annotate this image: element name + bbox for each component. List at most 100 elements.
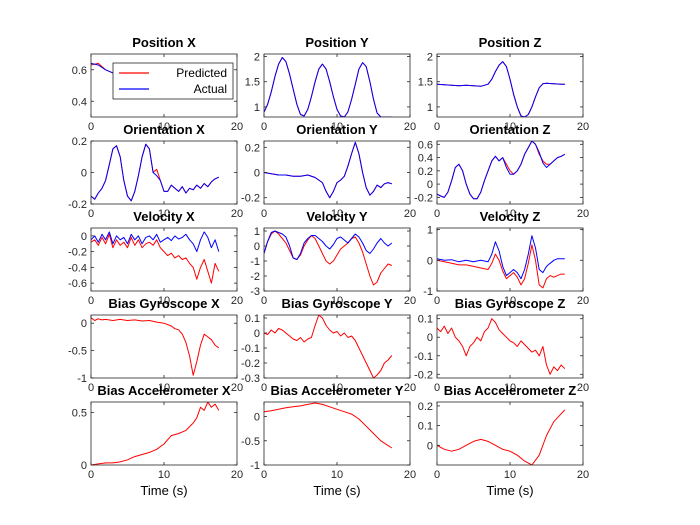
series-line-actual <box>437 141 566 200</box>
y-tick-label: -0.6 <box>68 278 87 290</box>
x-tick-label: 10 <box>331 295 343 307</box>
y-tick-label: 0.4 <box>418 153 433 165</box>
y-tick-label: -0.2 <box>241 193 260 205</box>
x-axis-label: Time (s) <box>486 483 533 498</box>
x-tick-label: 0 <box>88 382 94 394</box>
y-tick-label: -0.3 <box>241 373 260 385</box>
subplot-title: Position Z <box>479 35 542 50</box>
y-tick-label: 0.1 <box>245 313 260 325</box>
series-line-predicted <box>91 402 220 465</box>
series-line-predicted <box>264 230 392 286</box>
x-tick-label: 0 <box>88 469 94 481</box>
plot-area <box>91 402 237 465</box>
subplot-10: Bias Gyroscope X 0 10 20 -1 -0.5 0 <box>68 296 243 394</box>
subplot-grid: Position X0 10 200.40.6 PredictedActualPosi… <box>68 35 589 498</box>
y-tick-label: -1 <box>250 460 260 472</box>
series-line-actual <box>437 61 565 117</box>
y-tick-label: 0 <box>427 255 433 267</box>
y-tick-label: 0.1 <box>418 314 433 326</box>
x-tick-label: 10 <box>158 295 170 307</box>
y-tick-label: -0.2 <box>68 247 87 259</box>
x-tick-label: 20 <box>577 295 589 307</box>
y-tick-label: 0.6 <box>418 139 433 151</box>
plot-area <box>437 141 583 204</box>
subplot-2: Position Y 0 10 20 1 1.5 2 <box>245 35 416 133</box>
y-tick-label: 0 <box>81 318 87 330</box>
subplot-title: Bias Accelerometer Z <box>444 383 577 398</box>
x-tick-label: 10 <box>331 382 343 394</box>
subplot-title: Bias Gyroscope Z <box>455 296 566 311</box>
series-line-predicted <box>91 233 220 284</box>
y-tick-label: -0.2 <box>414 192 433 204</box>
subplot-8: Velocity Y0 10 20-3-2-101 <box>250 209 416 307</box>
plot-area <box>437 228 583 291</box>
y-tick-label: -0.2 <box>414 369 433 381</box>
y-tick-label: -0.1 <box>241 343 260 355</box>
x-tick-label: 10 <box>158 121 170 133</box>
series-line-predicted <box>264 402 393 449</box>
subplot-6: Orientation Z0 10 20-0.200.20.40.6 <box>414 122 589 220</box>
y-tick-label: -1 <box>77 373 87 385</box>
x-axis-label: Time (s) <box>313 483 360 498</box>
subplot-7: Velocity X 0 10 20 -0.6 -0.4 -0.2 0 <box>68 209 243 307</box>
plot-area <box>264 141 410 204</box>
x-tick-label: 0 <box>434 382 440 394</box>
subplot-title: Bias Accelerometer X <box>97 383 231 398</box>
y-tick-label: 0.2 <box>418 401 433 413</box>
x-tick-label: 20 <box>577 382 589 394</box>
y-tick-label: -1 <box>423 286 433 298</box>
series-line-predicted <box>437 409 566 465</box>
y-tick-label: 0 <box>81 168 87 180</box>
subplot-title: Velocity Y <box>306 209 368 224</box>
y-tick-label: -0.4 <box>68 262 87 274</box>
series-line-actual <box>91 143 219 202</box>
y-tick-label: -0.5 <box>68 346 87 358</box>
subplot-1: Position X 0 10 20 0.4 0.6 Predicted Actual <box>72 35 243 133</box>
y-tick-label: 0 <box>427 440 433 452</box>
subplot-11: Bias Gyroscope Y0 10 20-0.3-0.2-0.100.1 <box>241 296 416 394</box>
legend: Predicted Actual <box>112 62 234 100</box>
y-tick-label: 1 <box>254 102 260 114</box>
plot-area <box>91 315 237 378</box>
subplot-title: Bias Accelerometer Y <box>271 383 404 398</box>
series-line-predicted <box>437 244 565 289</box>
y-tick-label: -3 <box>250 286 260 298</box>
y-tick-label: 0 <box>254 241 260 253</box>
subplot-title: Bias Gyroscope X <box>108 296 220 311</box>
y-tick-label: 0 <box>254 168 260 180</box>
series-line-predicted <box>264 315 393 378</box>
subplot-title: Orientation Z <box>470 122 551 137</box>
series-line-actual <box>264 141 392 199</box>
x-tick-label: 0 <box>434 121 440 133</box>
x-tick-label: 10 <box>504 469 516 481</box>
plot-area <box>264 402 410 465</box>
x-tick-label: 0 <box>88 295 94 307</box>
subplot-12: Bias Gyroscope Z0 10 20-0.2-0.100.1 <box>414 296 589 394</box>
x-tick-label: 10 <box>331 469 343 481</box>
x-tick-label: 20 <box>231 295 243 307</box>
plot-area <box>437 402 583 465</box>
x-tick-label: 0 <box>88 121 94 133</box>
subplot-14: Bias Accelerometer Y 0 10 20 -1 -0.5 0 Time (s) <box>241 383 416 498</box>
x-tick-label: 10 <box>504 121 516 133</box>
y-tick-label: 0 <box>81 460 87 472</box>
subplot-title: Orientation Y <box>296 122 378 137</box>
x-tick-label: 20 <box>404 295 416 307</box>
series-line-predicted <box>91 317 220 376</box>
y-tick-label: 0.6 <box>72 65 87 77</box>
subplot-15: Bias Accelerometer Z 0 10 20 0 0.1 0.2 Time (s) <box>418 383 589 498</box>
subplot-title: Velocity X <box>133 209 195 224</box>
x-axis-label: Time (s) <box>140 483 187 498</box>
x-tick-label: 20 <box>231 121 243 133</box>
series-line-actual <box>91 231 220 253</box>
x-tick-label: 10 <box>331 121 343 133</box>
x-tick-label: 0 <box>261 295 267 307</box>
y-tick-label: -0.2 <box>68 199 87 211</box>
y-tick-label: 0.4 <box>72 96 87 108</box>
x-tick-label: 20 <box>404 469 416 481</box>
x-tick-label: 10 <box>504 382 516 394</box>
legend-label: Actual <box>194 82 227 96</box>
subplot-title: Bias Gyroscope Y <box>281 296 392 311</box>
y-tick-label: 0.2 <box>418 166 433 178</box>
